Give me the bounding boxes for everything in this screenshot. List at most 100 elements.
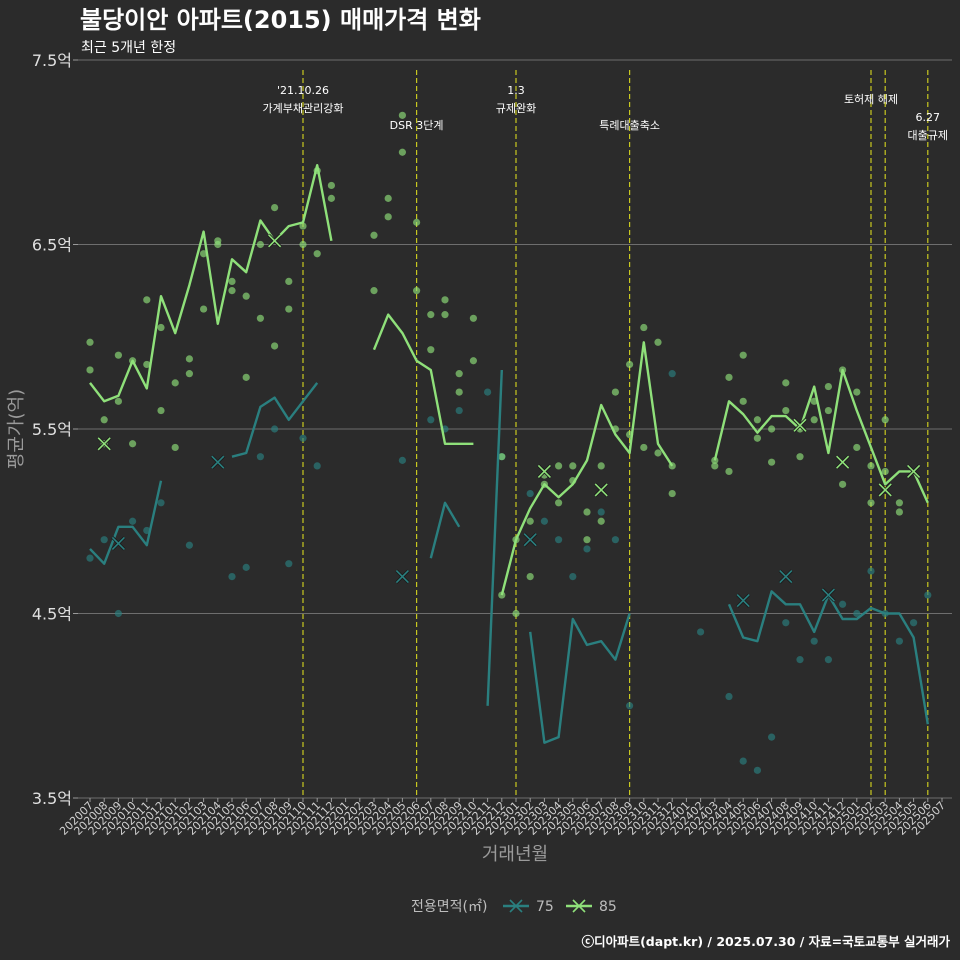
- trade-point-85: [327, 194, 335, 202]
- trade-point-75: [810, 637, 818, 645]
- trade-point-75: [824, 656, 833, 664]
- trade-point-85: [895, 508, 904, 516]
- trade-point-85: [256, 240, 264, 249]
- x-marks: [97, 233, 921, 608]
- trade-point-75: [299, 434, 307, 442]
- x-mark-75: [211, 455, 225, 469]
- trade-point-75: [895, 637, 904, 645]
- x-mark-75: [523, 533, 537, 547]
- trade-point-75: [427, 416, 435, 424]
- trade-point-75: [242, 563, 250, 571]
- trade-point-85: [129, 440, 137, 448]
- trade-point-75: [739, 757, 747, 765]
- x-axis-title: 거래년월: [482, 844, 548, 865]
- trade-point-85: [611, 388, 620, 396]
- trade-point-85: [299, 222, 307, 230]
- trade-point-85: [271, 204, 279, 212]
- x-mark-85: [594, 483, 608, 497]
- trade-point-75: [398, 456, 406, 464]
- trade-point-85: [455, 388, 463, 396]
- trade-point-85: [753, 434, 762, 442]
- trade-point-75: [555, 536, 563, 544]
- event-label: 토허제 해제: [844, 92, 898, 106]
- trade-point-75: [228, 573, 236, 581]
- trade-point-75: [100, 536, 108, 544]
- trade-point-75: [569, 573, 577, 581]
- trade-point-75: [753, 766, 762, 774]
- trade-point-85: [441, 296, 449, 304]
- trade-point-85: [654, 338, 662, 346]
- trade-point-75: [285, 560, 293, 568]
- trade-point-85: [327, 181, 335, 190]
- trade-point-75: [271, 425, 279, 433]
- trade-point-85: [597, 462, 605, 470]
- trade-point-85: [143, 296, 151, 304]
- trade-point-75: [796, 656, 804, 664]
- trade-point-85: [185, 355, 193, 363]
- trade-point-75: [910, 619, 918, 627]
- trade-point-85: [469, 314, 477, 322]
- legend-mark-75: [509, 899, 523, 913]
- event-label: 대출규제: [908, 129, 948, 142]
- trade-point-85: [498, 453, 506, 461]
- trade-point-75: [611, 536, 620, 544]
- trade-point-85: [441, 311, 449, 319]
- series-line-75: [486, 369, 503, 706]
- trade-point-85: [398, 148, 406, 156]
- trade-point-75: [924, 591, 932, 599]
- trade-point-75: [455, 406, 463, 415]
- trade-point-75: [313, 462, 321, 470]
- trade-point-85: [398, 111, 406, 119]
- trade-point-85: [768, 458, 776, 466]
- trade-point-75: [768, 733, 776, 741]
- trade-point-75: [526, 489, 534, 498]
- trade-point-75: [185, 541, 193, 549]
- trade-point-75: [867, 567, 875, 575]
- x-mark-75: [395, 570, 409, 584]
- chart-title: 불당이안 아파트(2015) 매매가격 변화: [80, 6, 481, 34]
- trade-point-85: [640, 443, 648, 452]
- trade-point-85: [285, 305, 293, 313]
- trade-point-85: [711, 462, 719, 470]
- series-line-85: [89, 164, 333, 403]
- trade-point-85: [299, 240, 307, 249]
- trade-point-85: [725, 467, 733, 476]
- event-label: DSR 3단계: [390, 119, 444, 132]
- trade-point-85: [242, 292, 250, 300]
- trade-point-75: [583, 545, 591, 553]
- trade-point-85: [839, 480, 847, 488]
- trade-point-75: [597, 508, 605, 516]
- trade-point-85: [171, 443, 179, 452]
- trade-point-75: [86, 554, 94, 562]
- y-tick-label: 3.5억: [32, 789, 72, 808]
- trade-point-85: [555, 499, 563, 507]
- trade-point-85: [668, 489, 676, 498]
- trade-point-85: [427, 346, 435, 354]
- series-line-75: [231, 382, 319, 458]
- legend-label-75: 75: [536, 899, 554, 915]
- trade-point-85: [853, 388, 861, 396]
- trade-point-75: [725, 692, 733, 701]
- trade-point-85: [782, 406, 790, 415]
- trade-point-85: [796, 453, 804, 461]
- series-line-85: [713, 368, 929, 504]
- trade-point-75: [157, 499, 165, 507]
- trade-point-85: [895, 499, 904, 507]
- trade-point-85: [242, 373, 250, 381]
- trade-point-85: [370, 287, 378, 295]
- trade-point-85: [881, 467, 889, 476]
- trade-point-75: [484, 388, 492, 396]
- trade-point-85: [413, 218, 421, 226]
- trade-point-85: [200, 305, 208, 313]
- trade-point-85: [157, 406, 165, 415]
- event-label: '21.10.26: [277, 84, 329, 97]
- legend: 전용면적(㎡) 75 85: [411, 899, 617, 915]
- x-mark-85: [97, 437, 111, 451]
- trade-point-85: [469, 357, 477, 365]
- trade-point-85: [427, 311, 435, 319]
- event-label: 특례대출축소: [599, 119, 660, 132]
- trade-point-75: [129, 517, 137, 525]
- x-mark-85: [537, 464, 551, 479]
- trade-point-85: [555, 462, 563, 470]
- trade-point-85: [256, 314, 264, 322]
